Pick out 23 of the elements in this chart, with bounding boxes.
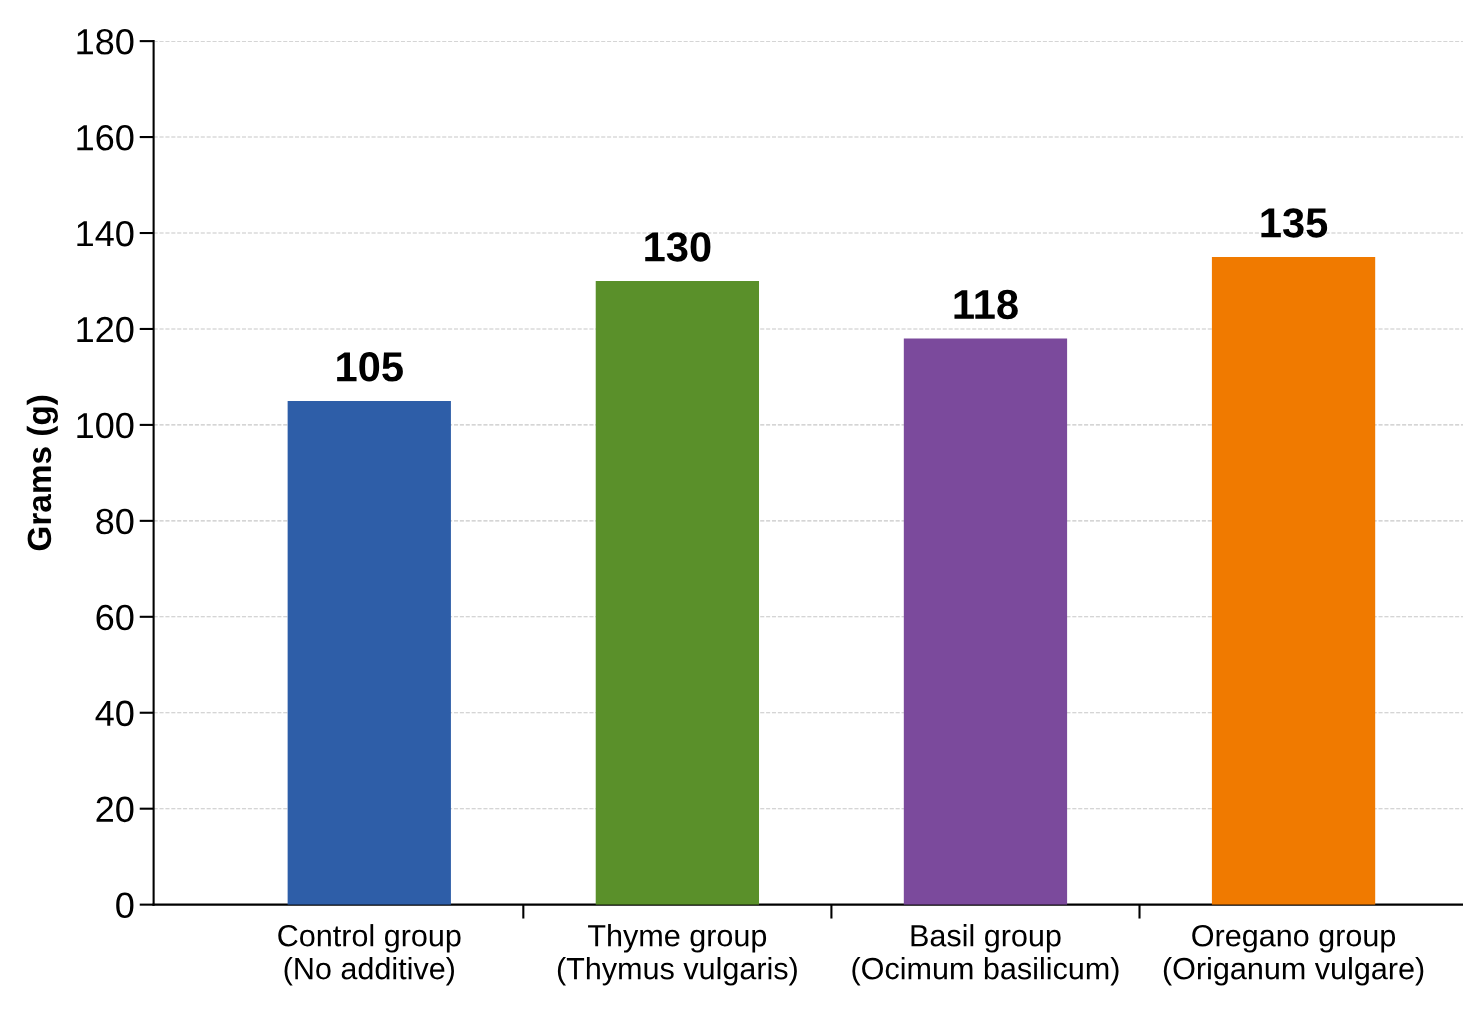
y-axis-title: Grams (g) bbox=[26, 395, 58, 551]
x-tick-label: Basil group (Ocimum basilicum) bbox=[852, 924, 1119, 986]
bar bbox=[595, 280, 760, 905]
bar bbox=[903, 338, 1068, 905]
data-label: 118 bbox=[954, 289, 1018, 320]
data-label: 130 bbox=[645, 232, 711, 262]
y-tick-label: 160 bbox=[77, 124, 134, 151]
y-tick-label: 140 bbox=[77, 220, 134, 247]
y-tick-label: 180 bbox=[77, 28, 134, 55]
y-tick-label: 60 bbox=[96, 604, 134, 631]
bar bbox=[287, 400, 451, 905]
x-tick-label: Control group (No additive) bbox=[278, 924, 461, 986]
bar bbox=[1211, 257, 1376, 905]
data-label: 105 bbox=[337, 352, 403, 382]
y-tick-label: 0 bbox=[116, 892, 134, 919]
x-tick-label: Oregano group (Origanum vulgare) bbox=[1163, 924, 1424, 986]
y-tick-label: 40 bbox=[95, 700, 134, 727]
y-tick-label: 100 bbox=[77, 412, 134, 439]
data-label: 135 bbox=[1261, 208, 1328, 238]
x-tick-label: Thyme group (Thymus vulgaris) bbox=[557, 924, 797, 986]
y-tick-label: 20 bbox=[96, 796, 134, 823]
y-tick-label: 120 bbox=[77, 316, 134, 343]
y-tick-label: 80 bbox=[96, 508, 134, 535]
